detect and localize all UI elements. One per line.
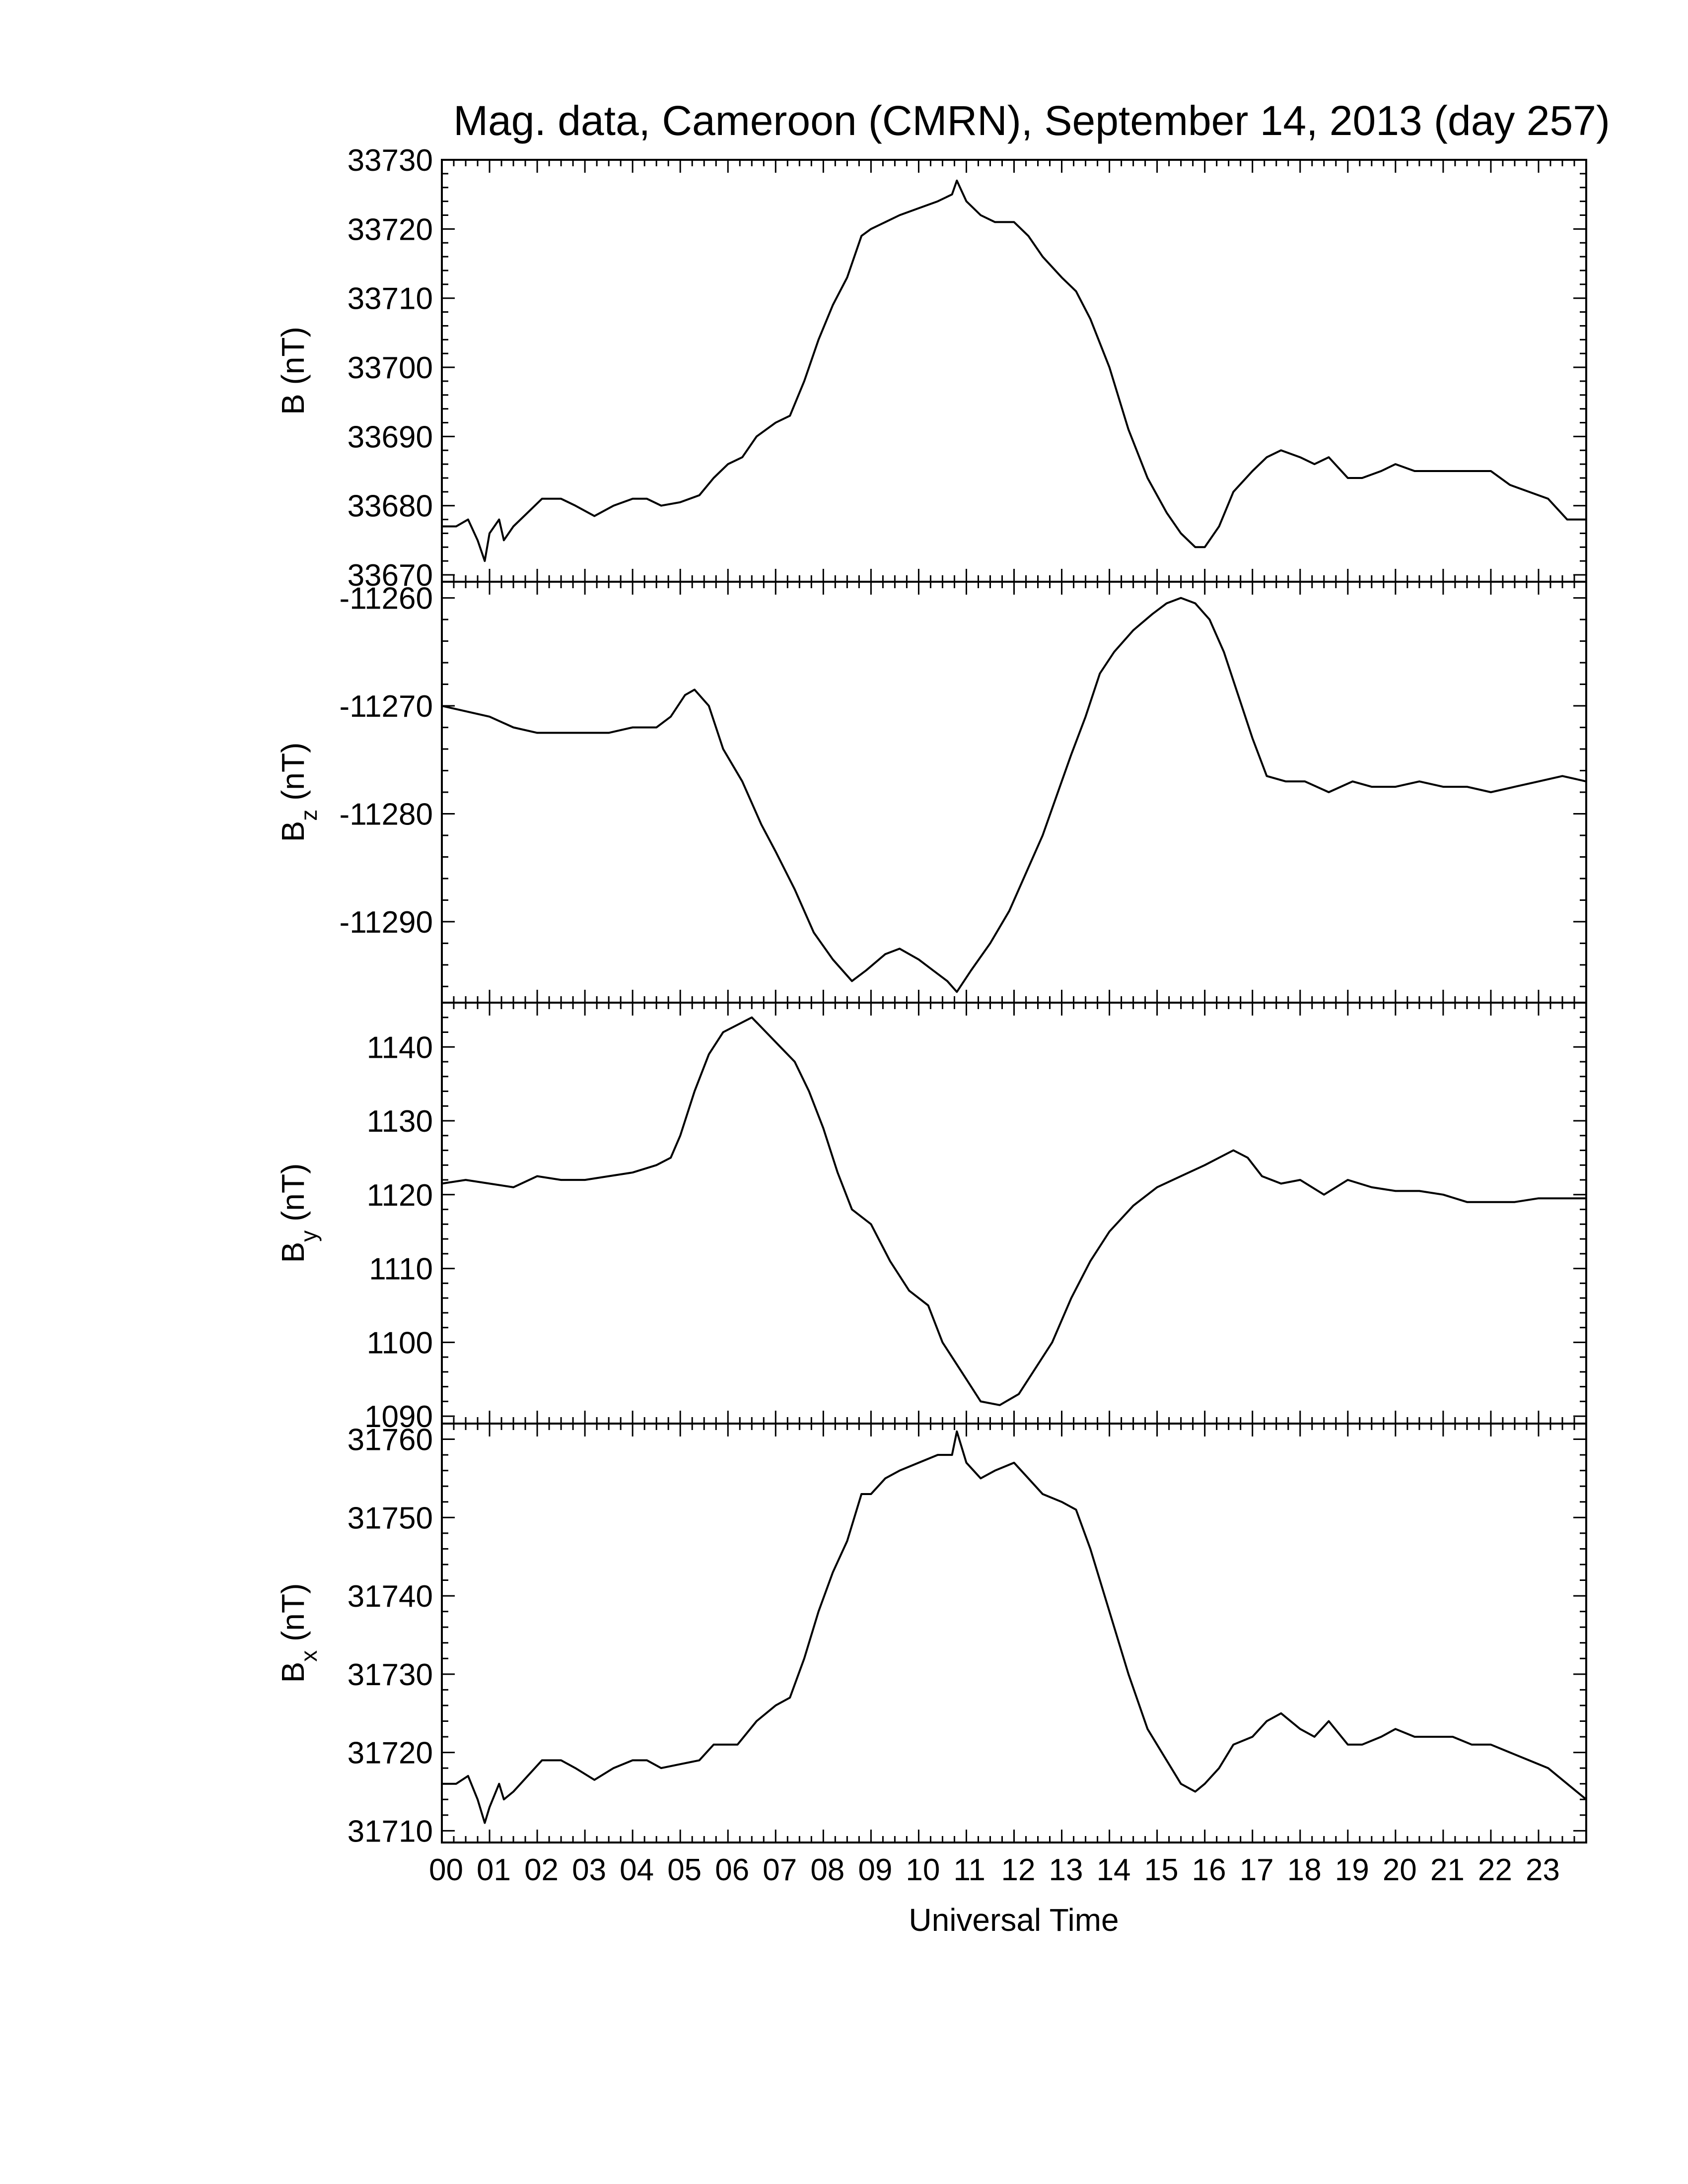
y-tick-label: 1090 (364, 1400, 433, 1434)
panel-Bz: -11290 -11280 -11270 -11260 Bz (nT) (275, 581, 1587, 1004)
y-tick-label: 31710 (348, 1814, 433, 1848)
y-axis-label-B: B (nT) (275, 327, 311, 415)
panels-layer: 33670 33680 33690 33700 33710 33720 33730 B (nT… (275, 143, 1587, 1848)
y-tick-label: 1130 (367, 1104, 433, 1139)
y-tick-label: 31740 (348, 1579, 433, 1614)
x-tick-label: 09 (858, 1853, 892, 1887)
y-tick-label: 33700 (348, 351, 433, 385)
x-tick-label: 01 (477, 1853, 511, 1887)
x-tick-label: 02 (524, 1853, 559, 1887)
y-tick-label: 33680 (348, 489, 433, 524)
x-tick-label: 18 (1287, 1853, 1322, 1887)
x-tick-label: 16 (1192, 1853, 1226, 1887)
y-tick-label: 31760 (348, 1423, 433, 1457)
y-tick-label: 33690 (348, 420, 433, 454)
x-axis-label: Universal Time (909, 1902, 1119, 1938)
y-tick-label: -11270 (340, 689, 433, 724)
x-tick-label: 15 (1144, 1853, 1179, 1887)
x-tick-label: 04 (620, 1853, 654, 1887)
x-tick-label: 20 (1383, 1853, 1417, 1887)
y-tick-label: 33710 (348, 282, 433, 316)
y-tick-label: 33720 (348, 212, 433, 247)
y-tick-label: 31720 (348, 1736, 433, 1771)
series-line-B (442, 179, 1586, 562)
x-tick-label: 05 (667, 1853, 702, 1887)
y-tick-label: 33730 (348, 143, 433, 178)
y-tick-label: 31730 (348, 1658, 433, 1692)
y-tick-label: 1140 (367, 1030, 433, 1065)
panel-By: 1090 1100 1110 1120 1130 1140 By (nT) (275, 1002, 1587, 1434)
y-tick-label: -11290 (340, 905, 433, 940)
panel-Bx: 31710 31720 31730 31740 31750 31760 Bx (nT) (275, 1423, 1587, 1848)
x-tick-label: 12 (1001, 1853, 1036, 1887)
x-tick-label: 00 (429, 1853, 463, 1887)
x-tick-label: 11 (953, 1853, 985, 1887)
panel-B: 33670 33680 33690 33700 33710 33720 33730 B (nT… (275, 143, 1587, 593)
y-tick-label: 1120 (367, 1178, 433, 1213)
y-axis-label-Bz: Bz (nT) (275, 743, 322, 842)
y-tick-label: -11260 (340, 582, 433, 616)
y-axis-label-Bx: Bx (nT) (275, 1583, 322, 1683)
x-tick-label: 08 (810, 1853, 844, 1887)
x-tick-label: 07 (763, 1853, 797, 1887)
x-tick-label: 13 (1049, 1853, 1083, 1887)
x-tick-label: 23 (1526, 1853, 1560, 1887)
x-tick-label: 17 (1240, 1853, 1274, 1887)
y-tick-label: 33670 (348, 558, 433, 593)
x-tick-label: 19 (1335, 1853, 1369, 1887)
chart-title: Mag. data, Cameroon (CMRN), September 14… (453, 97, 1610, 144)
x-tick-label: 06 (715, 1853, 749, 1887)
x-axis: 00 01 02 03 04 05 06 07 08 09 10 11 12 13 14 15 16 17 18 19… (429, 1853, 1560, 1887)
series-line-Bz (441, 597, 1587, 993)
series-line-By (441, 1016, 1586, 1406)
series-line-Bx (442, 1430, 1587, 1824)
y-tick-label: 31750 (348, 1501, 433, 1535)
x-tick-label: 22 (1478, 1853, 1512, 1887)
y-tick-label: -11280 (340, 797, 433, 831)
y-tick-label: 1110 (369, 1252, 433, 1287)
x-tick-label: 10 (906, 1853, 940, 1887)
y-axis-label-By: By (nT) (275, 1163, 322, 1263)
x-tick-label: 03 (572, 1853, 606, 1887)
x-tick-label: 14 (1097, 1853, 1131, 1887)
x-tick-label: 21 (1430, 1853, 1465, 1887)
y-tick-label: 1100 (367, 1326, 433, 1360)
